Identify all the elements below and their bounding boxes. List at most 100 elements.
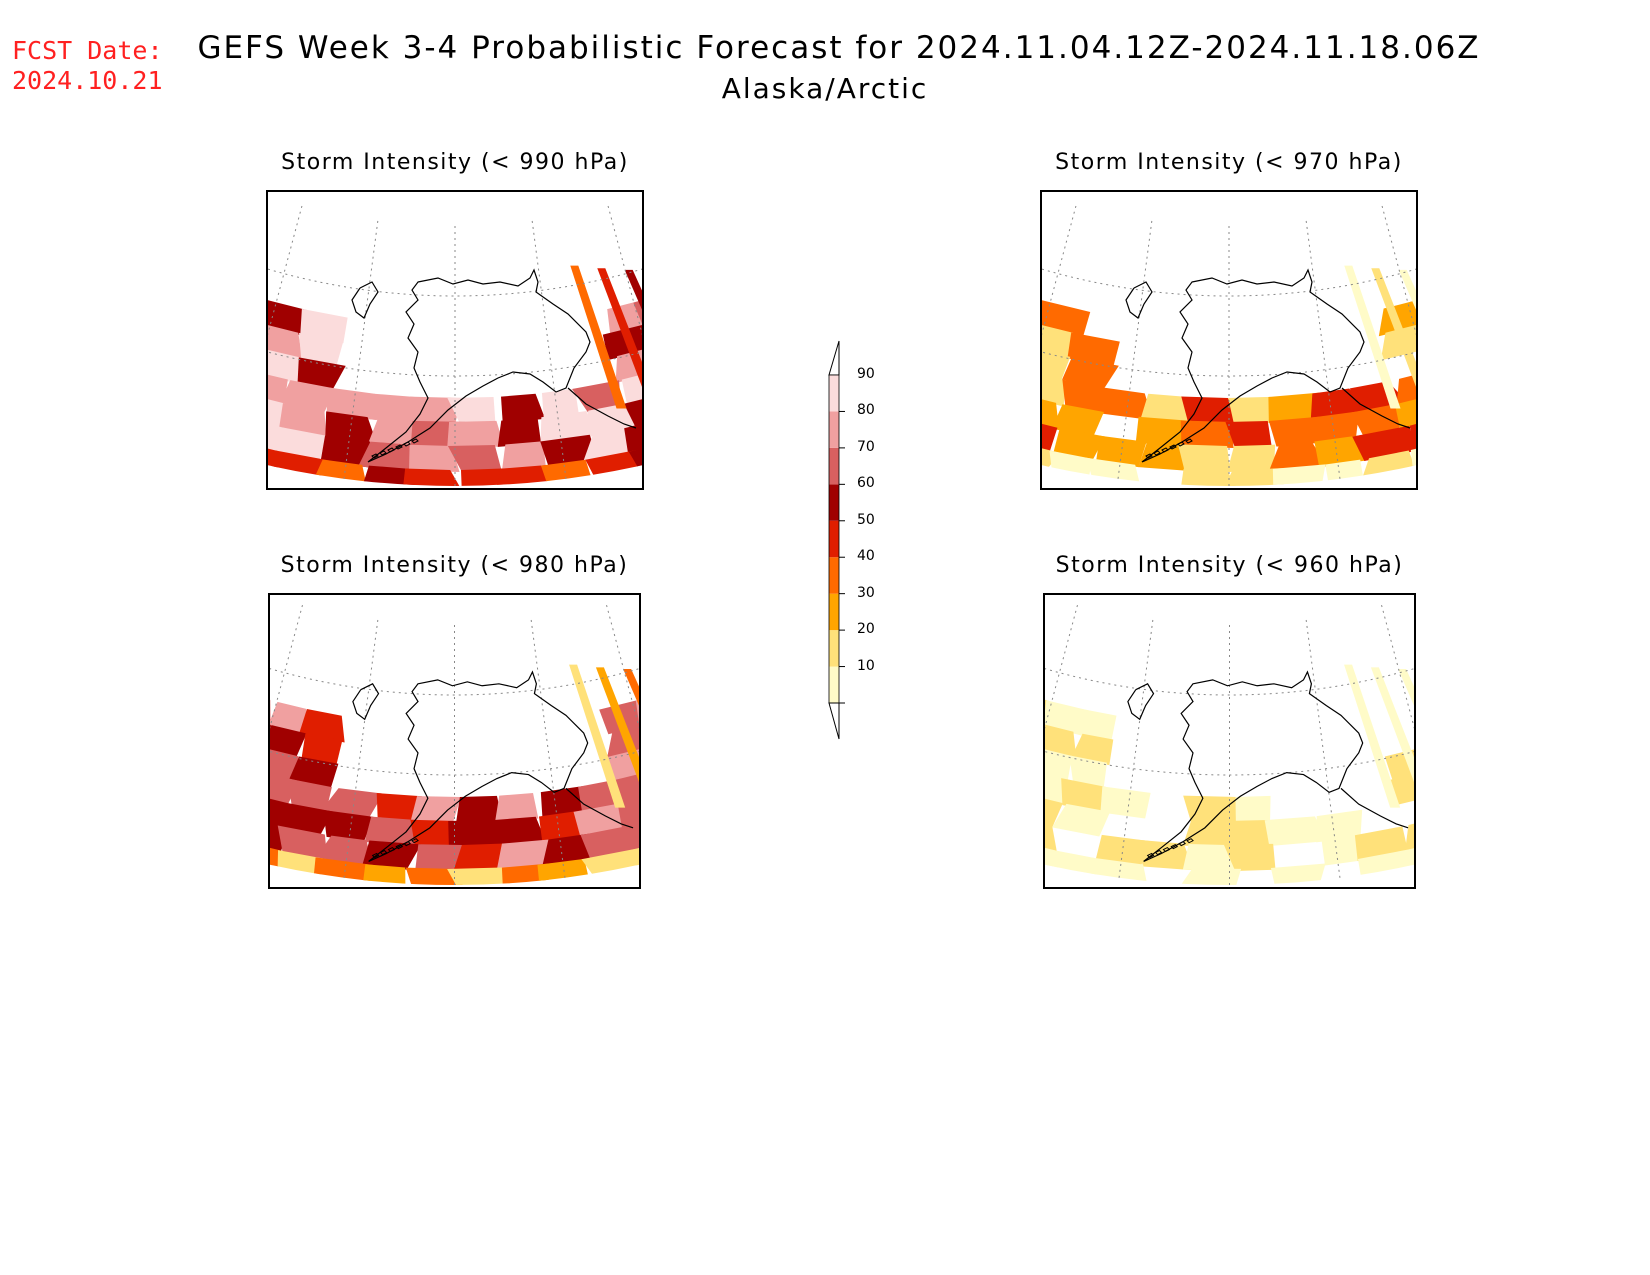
probability-cell <box>1045 700 1092 737</box>
probability-cell <box>1268 441 1328 472</box>
colorbar-band <box>829 375 839 412</box>
probability-cell <box>447 397 496 424</box>
forecast-date-value: 2024.10.21 <box>12 66 163 95</box>
aleutian-island <box>1177 441 1185 447</box>
probability-cell <box>314 835 372 867</box>
probability-cell <box>268 347 307 384</box>
probability-cell <box>320 788 384 819</box>
probability-cell <box>605 746 639 783</box>
aleutian-island <box>403 441 411 447</box>
probability-cell <box>1220 468 1285 486</box>
probability-cell <box>1067 332 1120 367</box>
probability-cell <box>621 369 642 406</box>
map-frame <box>266 190 644 490</box>
probability-cell <box>448 820 509 847</box>
graticule <box>268 205 642 486</box>
probability-cell <box>299 332 344 367</box>
probability-cell <box>270 769 300 806</box>
probability-cell <box>1042 393 1059 431</box>
probability-cell <box>1042 371 1066 407</box>
parallel-line <box>270 751 639 776</box>
probability-cell <box>270 725 307 758</box>
colorbar-band <box>829 411 839 448</box>
colorbar-tick-label: 20 <box>857 621 875 638</box>
probability-cell <box>1228 396 1274 424</box>
probability-streak <box>1398 668 1414 793</box>
panel-970: Storm Intensity (< 970 hPa) <box>1040 150 1418 490</box>
aleutian-island <box>411 838 419 844</box>
probability-map <box>1042 205 1416 486</box>
aleutian-island <box>403 841 412 847</box>
probability-cell <box>366 393 424 424</box>
meridian-line <box>1305 220 1341 479</box>
graticule <box>1045 604 1414 885</box>
aleutian-island <box>395 444 403 450</box>
aleutian-island <box>1178 841 1187 847</box>
probability-cell <box>500 393 546 423</box>
probability-cell <box>1042 345 1071 382</box>
probability-cell <box>1325 459 1365 486</box>
probability-cell <box>320 435 372 468</box>
probability-cell <box>1045 723 1077 759</box>
probability-cell <box>326 387 377 421</box>
probability-cell <box>1225 421 1272 448</box>
forecast-date-label: FCST Date: <box>12 36 163 65</box>
probability-cell <box>1071 733 1114 766</box>
probability-cell <box>325 411 378 445</box>
forecast-date-block: FCST Date: 2024.10.21 <box>12 36 163 96</box>
aleutian-island <box>387 447 395 453</box>
meridian-line <box>270 604 303 729</box>
probability-cell <box>287 778 332 813</box>
colorbar-tick-label: 80 <box>857 402 875 419</box>
alaska-coastline <box>368 670 589 862</box>
aleutian-island <box>1186 838 1194 844</box>
panhandle-coastline <box>1340 787 1409 829</box>
probability-streak <box>597 268 642 402</box>
probability-cell <box>1061 357 1119 390</box>
graticule <box>270 604 639 885</box>
alaska-coastline <box>1143 670 1364 862</box>
meridian-line <box>1118 619 1154 878</box>
colorbar-band <box>829 630 839 667</box>
figure-subtitle: Alaska/Arctic <box>721 72 929 105</box>
probability-map <box>268 205 642 486</box>
probability-cell <box>1396 370 1416 407</box>
aleutian-island <box>371 852 380 859</box>
probability-cell <box>624 414 642 454</box>
chukotka-coastline <box>351 281 379 319</box>
probability-cell <box>1182 820 1238 847</box>
probability-streak <box>569 664 626 808</box>
colorbar-scale <box>828 340 845 740</box>
probability-cell <box>1224 820 1271 847</box>
probability-cell <box>1351 402 1403 437</box>
probability-cell <box>270 816 290 853</box>
probability-streak <box>1344 664 1401 808</box>
colorbar-tick-label: 60 <box>857 475 875 492</box>
probability-cell <box>1096 435 1147 468</box>
probability-cell <box>301 733 343 766</box>
meridian-line <box>531 220 567 479</box>
probability-cell <box>447 420 505 448</box>
probability-cell <box>1045 769 1072 806</box>
probability-cell <box>538 809 587 843</box>
panel-title: Storm Intensity (< 960 hPa) <box>1055 553 1404 578</box>
probability-cell <box>415 844 466 871</box>
colorbar-band <box>829 520 839 558</box>
probability-cell <box>376 793 422 822</box>
aleutian-island <box>1153 450 1161 456</box>
probability-streak <box>1344 265 1401 409</box>
map-frame <box>268 593 641 889</box>
probability-cell <box>1062 379 1102 414</box>
probability-cell <box>297 357 346 391</box>
colorbar-upper-end <box>828 340 840 376</box>
meridian-line <box>607 205 642 336</box>
probability-cell <box>1045 793 1063 828</box>
colorbar-tick-label: 70 <box>857 438 875 455</box>
probability-cell <box>268 372 288 406</box>
probability-cell <box>402 468 466 486</box>
probability-cell <box>623 392 642 428</box>
meridian-line <box>1305 619 1341 878</box>
probability-cell <box>323 809 374 842</box>
probability-cell <box>1095 834 1151 867</box>
aleutian-island <box>1161 447 1169 453</box>
